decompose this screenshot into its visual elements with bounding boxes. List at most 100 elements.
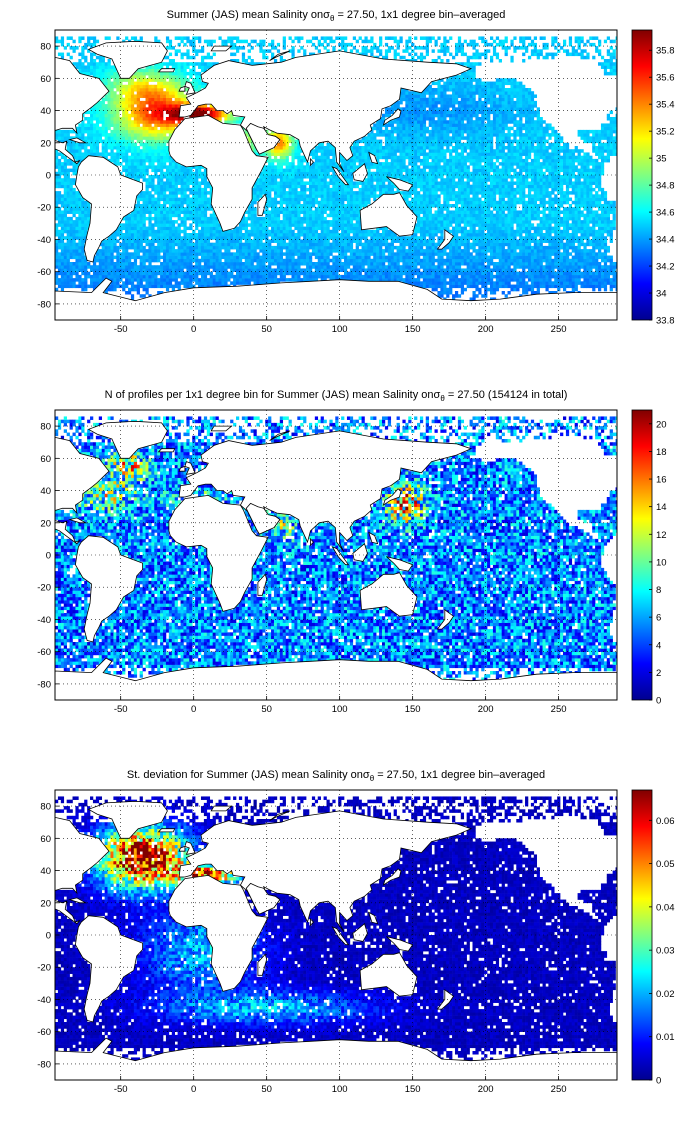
data-cell bbox=[454, 255, 459, 260]
data-cell bbox=[463, 252, 467, 256]
data-cell bbox=[551, 210, 555, 214]
data-cell bbox=[110, 287, 114, 292]
data-cell bbox=[224, 245, 228, 250]
data-cell bbox=[344, 194, 348, 198]
data-cell bbox=[355, 213, 359, 218]
data-cell bbox=[490, 187, 494, 192]
data-cell bbox=[431, 220, 435, 224]
data-cell bbox=[72, 204, 76, 208]
data-cell bbox=[457, 236, 462, 240]
data-cell bbox=[192, 242, 196, 247]
data-cell bbox=[393, 262, 397, 266]
data-cell bbox=[107, 274, 111, 279]
data-cell bbox=[113, 255, 117, 260]
data-cell bbox=[273, 223, 278, 227]
data-cell bbox=[136, 236, 140, 240]
data-cell bbox=[349, 274, 354, 279]
data-cell bbox=[168, 233, 173, 237]
data-cell bbox=[244, 220, 248, 224]
data-cell bbox=[163, 278, 167, 282]
data-cell bbox=[419, 281, 424, 285]
data-cell bbox=[259, 226, 263, 231]
data-cell bbox=[577, 226, 581, 231]
data-cell bbox=[171, 271, 175, 276]
data-cell bbox=[598, 194, 602, 198]
data-cell bbox=[560, 204, 564, 208]
data-cell bbox=[282, 245, 286, 250]
data-cell bbox=[530, 284, 535, 289]
data-cell bbox=[78, 213, 82, 218]
data-cell bbox=[568, 281, 573, 285]
data-cell bbox=[434, 220, 438, 224]
data-cell bbox=[271, 249, 275, 253]
data-cell bbox=[367, 268, 371, 272]
data-cell bbox=[171, 226, 175, 231]
data-cell bbox=[466, 249, 470, 253]
data-cell bbox=[373, 268, 377, 272]
data-cell bbox=[487, 239, 491, 243]
data-cell bbox=[241, 278, 246, 282]
data-cell bbox=[119, 274, 123, 279]
data-cell bbox=[490, 287, 494, 292]
data-cell bbox=[271, 187, 275, 192]
data-cell bbox=[171, 197, 175, 202]
data-cell bbox=[507, 274, 511, 279]
data-cell bbox=[323, 236, 327, 240]
data-cell bbox=[492, 204, 497, 208]
data-cell bbox=[326, 258, 330, 263]
data-cell bbox=[507, 200, 511, 205]
data-cell bbox=[276, 271, 281, 276]
data-cell bbox=[498, 220, 502, 224]
data-cell bbox=[113, 268, 117, 272]
data-cell bbox=[186, 278, 190, 282]
data-cell bbox=[519, 274, 523, 279]
data-cell bbox=[57, 233, 62, 237]
data-cell bbox=[282, 210, 286, 214]
data-cell bbox=[422, 220, 427, 224]
data-cell bbox=[136, 255, 140, 260]
data-cell bbox=[490, 200, 494, 205]
data-cell bbox=[562, 223, 567, 227]
data-cell bbox=[358, 271, 362, 276]
data-cell bbox=[268, 252, 272, 256]
data-cell bbox=[127, 271, 132, 276]
data-cell bbox=[154, 236, 158, 240]
data-cell bbox=[577, 223, 581, 227]
data-cell bbox=[349, 204, 354, 208]
data-cell bbox=[224, 278, 228, 282]
data-cell bbox=[84, 281, 88, 285]
data-cell bbox=[200, 194, 205, 198]
data-cell bbox=[203, 204, 208, 208]
data-cell bbox=[600, 239, 605, 243]
data-cell bbox=[545, 255, 549, 260]
data-cell bbox=[545, 271, 549, 276]
data-cell bbox=[600, 284, 605, 289]
data-cell bbox=[373, 239, 377, 243]
data-cell bbox=[361, 187, 365, 192]
data-cell bbox=[414, 204, 418, 208]
data-cell bbox=[516, 287, 520, 292]
data-cell bbox=[568, 274, 573, 279]
data-cell bbox=[349, 249, 354, 253]
data-cell bbox=[157, 265, 161, 269]
data-cell bbox=[308, 207, 313, 211]
data-cell bbox=[273, 207, 278, 211]
data-cell bbox=[589, 249, 593, 253]
data-cell bbox=[320, 242, 324, 247]
data-cell bbox=[595, 242, 599, 247]
data-cell bbox=[589, 187, 593, 192]
data-cell bbox=[66, 278, 70, 282]
data-cell bbox=[98, 265, 103, 269]
data-cell bbox=[341, 220, 345, 224]
data-cell bbox=[338, 210, 342, 214]
data-cell bbox=[203, 233, 208, 237]
data-cell bbox=[574, 236, 578, 240]
data-cell bbox=[151, 242, 155, 247]
data-cell bbox=[227, 278, 231, 282]
data-cell bbox=[603, 262, 608, 266]
data-cell bbox=[200, 204, 205, 208]
data-cell bbox=[428, 271, 432, 276]
data-cell bbox=[160, 249, 164, 253]
data-cell bbox=[361, 229, 365, 234]
data-cell bbox=[542, 216, 546, 221]
